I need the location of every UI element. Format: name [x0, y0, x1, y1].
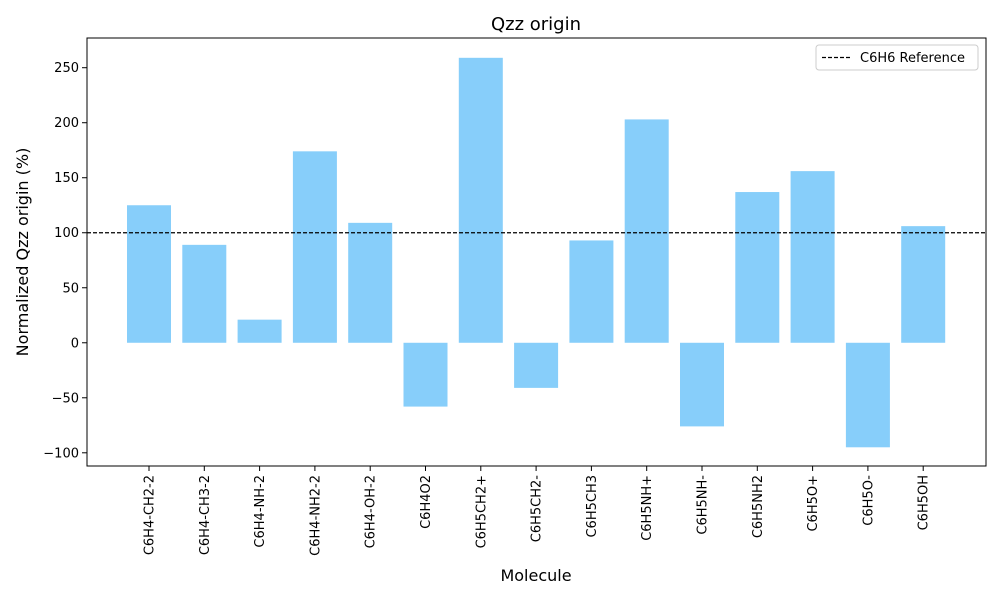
- y-tick-label: −100: [43, 446, 79, 461]
- x-tick-label: C6H5NH+: [640, 475, 655, 541]
- y-tick-label: 50: [62, 281, 79, 296]
- bar-C6H5CH3: [569, 240, 614, 343]
- x-tick-label: C6H4-CH2-2: [143, 475, 158, 555]
- bar-C6H4-CH2-2: [127, 205, 171, 343]
- bar-C6H5OH: [901, 226, 946, 343]
- x-tick-label: C6H5O-: [861, 475, 876, 526]
- y-axis-label: Normalized Qzz origin (%): [13, 148, 32, 357]
- y-tick-label: 250: [54, 61, 79, 76]
- x-tick-label: C6H5O+: [806, 475, 821, 532]
- x-axis: C6H4-CH2-2 C6H4-CH3-2 C6H4-NH-2 C6H4-NH2-2 C…: [143, 466, 932, 556]
- bars-group: [127, 57, 946, 448]
- bar-C6H5NH2: [735, 192, 780, 343]
- x-tick-label: C6H4-NH2-2: [308, 475, 323, 556]
- x-tick-label: C6H4O2: [419, 475, 434, 529]
- x-tick-label: C6H5CH2+: [474, 475, 489, 548]
- bar-C6H4-NH2-2: [292, 151, 337, 343]
- x-tick-label: C6H4-OH-2: [364, 475, 379, 548]
- x-tick-label: C6H4-CH3-2: [198, 475, 213, 555]
- x-tick-label: C6H5CH2-: [530, 475, 545, 543]
- y-tick-label: −50: [52, 391, 79, 406]
- bar-C6H5NH-: [680, 342, 724, 427]
- bar-C6H5NH+: [624, 119, 669, 343]
- x-tick-label: C6H5NH2: [751, 475, 766, 538]
- legend: C6H6 Reference: [815, 44, 979, 71]
- bar-C6H5O+: [790, 171, 835, 343]
- x-tick-label: C6H5CH3: [585, 475, 600, 538]
- bar-C6H4O2: [403, 342, 448, 407]
- bar-C6H4-OH-2: [348, 222, 393, 343]
- bar-C6H4-NH-2: [237, 319, 282, 343]
- x-tick-label: C6H4-NH-2: [253, 475, 268, 548]
- x-axis-label: Molecule: [500, 566, 571, 585]
- legend-reference-label: C6H6 Reference: [860, 51, 965, 66]
- bar-C6H5CH2-: [514, 342, 559, 388]
- y-tick-label: 150: [54, 171, 79, 186]
- legend-box: [815, 44, 979, 71]
- chart-title: Qzz origin: [491, 14, 581, 35]
- y-axis: −100 −50 0 50 100 150 200 250: [43, 61, 87, 461]
- bar-C6H5CH2+: [458, 57, 503, 343]
- x-tick-label: C6H5NH-: [696, 475, 711, 535]
- y-tick-label: 100: [54, 226, 79, 241]
- y-tick-label: 200: [54, 116, 79, 131]
- x-tick-label: C6H5OH: [917, 475, 932, 530]
- y-tick-label: 0: [71, 336, 79, 351]
- bar-C6H4-CH3-2: [182, 244, 227, 343]
- bar-C6H5O-: [845, 342, 890, 448]
